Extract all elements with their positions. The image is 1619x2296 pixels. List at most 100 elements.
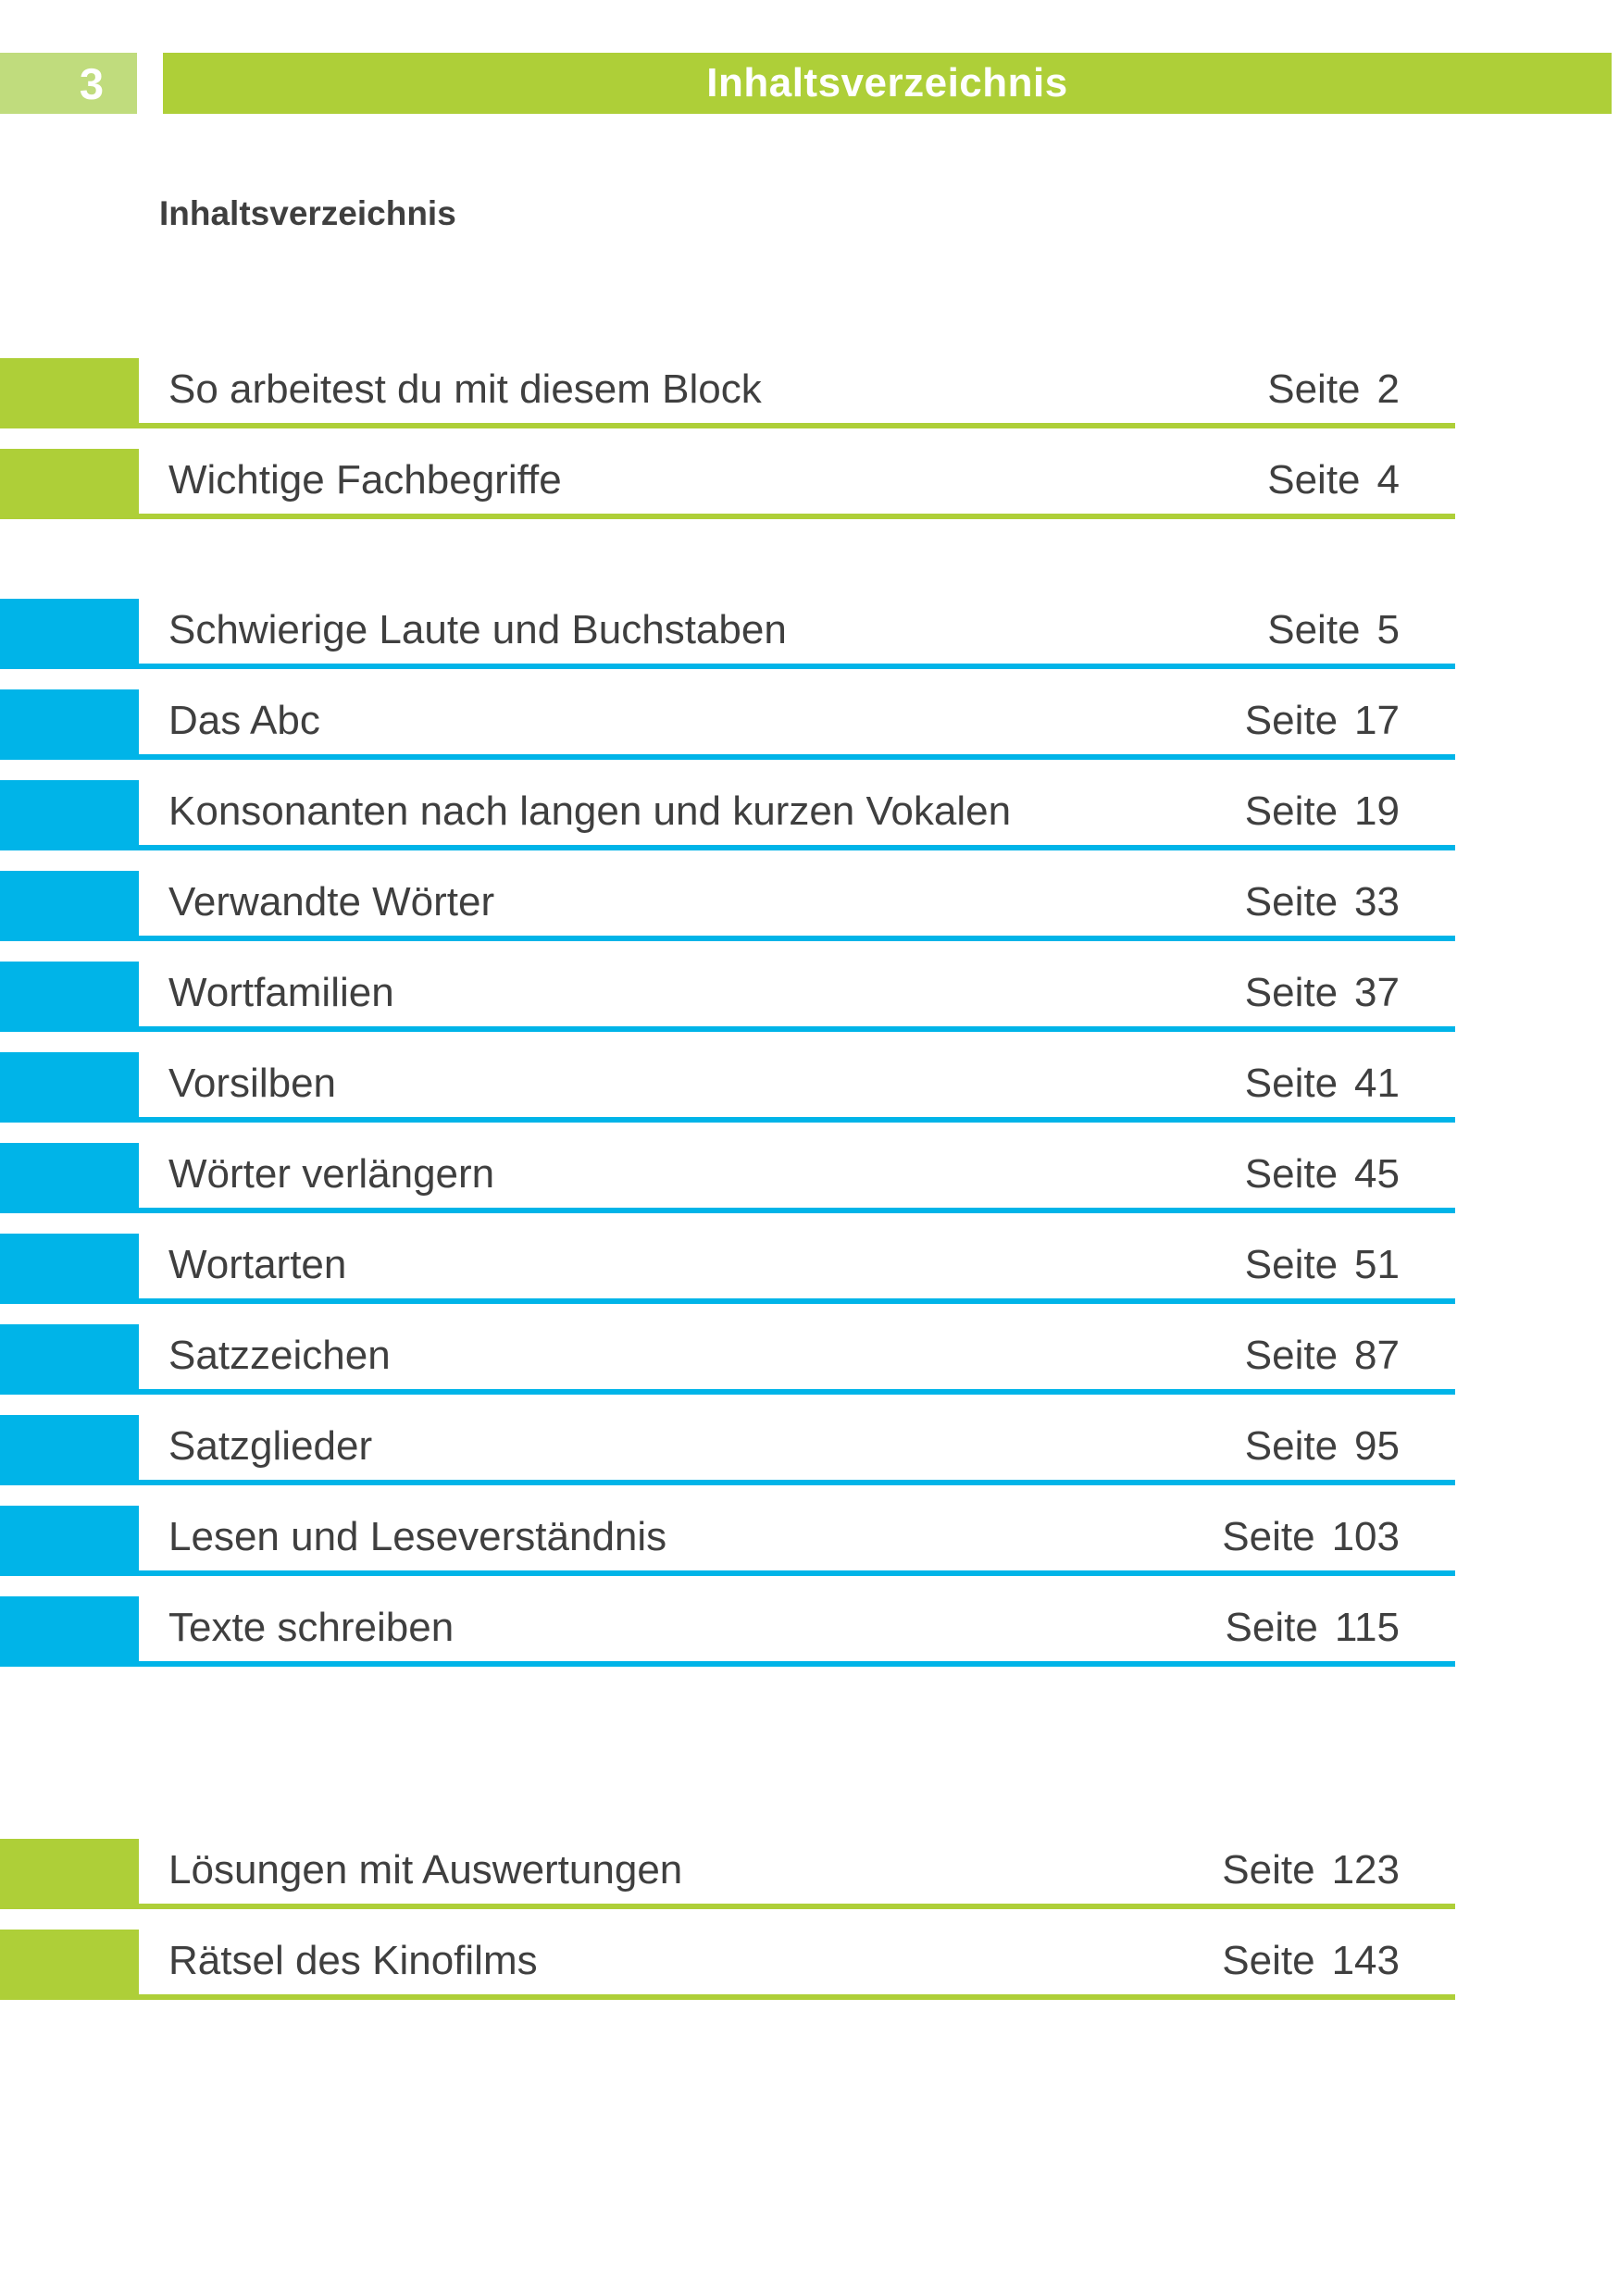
page-number-value: 17	[1354, 698, 1400, 743]
toc-entry-title: Wörter verlängern	[168, 1151, 495, 1197]
toc-entry-title: Satzzeichen	[168, 1333, 391, 1378]
toc-entry-title: Wortarten	[168, 1242, 347, 1287]
page-number-value: 37	[1354, 970, 1400, 1015]
section-color-marker	[0, 871, 139, 941]
toc-section: Schwierige Laute und Buchstaben Seite 5 …	[0, 578, 1619, 1667]
toc-row: Rätsel des Kinofilms Seite 143	[0, 1909, 1619, 2000]
toc-row: Texte schreiben Seite 115	[0, 1576, 1619, 1667]
page-number-value: 19	[1354, 788, 1400, 834]
toc-row: Konsonanten nach langen und kurzen Vokal…	[0, 760, 1619, 850]
underline-rule	[139, 423, 1455, 428]
page-number-value: 2	[1376, 366, 1400, 412]
section-color-marker	[0, 1930, 139, 2000]
page-word: Seite	[1244, 1151, 1339, 1197]
page-word: Seite	[1225, 1605, 1318, 1650]
page-number-value: 33	[1354, 879, 1400, 925]
toc-row: Vorsilben Seite 41	[0, 1032, 1619, 1123]
toc-entry-page: Seite 17	[1245, 698, 1400, 744]
section-color-marker	[0, 1234, 139, 1304]
page-word: Seite	[1244, 788, 1339, 834]
page-word: Seite	[1222, 1938, 1315, 1983]
toc-entry-title: Verwandte Wörter	[168, 879, 495, 925]
underline-rule	[139, 1570, 1455, 1576]
page-heading: Inhaltsverzeichnis	[159, 194, 456, 232]
underline-rule	[139, 754, 1455, 760]
underline-rule	[139, 1389, 1455, 1395]
toc-entry-title: Wichtige Fachbegriffe	[168, 457, 562, 503]
toc-entry-title: Rätsel des Kinofilms	[168, 1938, 538, 1983]
toc-entry-page: Seite 4	[1267, 457, 1400, 503]
toc-entry-page: Seite 103	[1222, 1514, 1400, 1560]
underline-rule	[139, 1904, 1455, 1909]
toc-entry-page: Seite 51	[1245, 1242, 1400, 1288]
toc-row: Schwierige Laute und Buchstaben Seite 5	[0, 578, 1619, 669]
section-color-marker	[0, 962, 139, 1032]
page-word: Seite	[1222, 1847, 1315, 1893]
toc-entry-title: Satzglieder	[168, 1423, 373, 1469]
underline-rule	[139, 664, 1455, 669]
page-number-value: 103	[1331, 1514, 1400, 1559]
page-word: Seite	[1267, 457, 1361, 503]
toc-entry-title: Lesen und Leseverständnis	[168, 1514, 667, 1559]
toc-row: Lesen und Leseverständnis Seite 103	[0, 1485, 1619, 1576]
toc-entry-title: Vorsilben	[168, 1061, 337, 1106]
page-word: Seite	[1244, 1061, 1339, 1106]
header-title: Inhaltsverzeichnis	[706, 60, 1068, 105]
page-word: Seite	[1244, 970, 1339, 1015]
page-word: Seite	[1244, 1333, 1339, 1378]
page-word: Seite	[1244, 879, 1339, 925]
page-number-value: 5	[1376, 607, 1400, 652]
section-color-marker	[0, 689, 139, 760]
toc-section: So arbeitest du mit diesem Block Seite 2…	[0, 338, 1619, 519]
toc-entry-title: Texte schreiben	[168, 1605, 455, 1650]
toc-entry-page: Seite 33	[1245, 879, 1400, 925]
page-number-value: 87	[1354, 1333, 1400, 1378]
underline-rule	[139, 1208, 1455, 1213]
page-word: Seite	[1244, 698, 1339, 743]
section-color-marker	[0, 1415, 139, 1485]
section-color-marker	[0, 358, 139, 428]
toc-entry-page: Seite 5	[1267, 607, 1400, 653]
toc-entry-title: Konsonanten nach langen und kurzen Vokal…	[168, 788, 1012, 834]
toc-row: Wichtige Fachbegriffe Seite 4	[0, 428, 1619, 519]
page-number-value: 41	[1354, 1061, 1400, 1106]
underline-rule	[139, 1026, 1455, 1032]
underline-rule	[139, 514, 1455, 519]
page-number-value: 4	[1376, 457, 1400, 503]
toc-row: Wortarten Seite 51	[0, 1213, 1619, 1304]
underline-rule	[139, 1117, 1455, 1123]
toc-entry-page: Seite 37	[1245, 970, 1400, 1016]
toc-row: Das Abc Seite 17	[0, 669, 1619, 760]
toc-entry-page: Seite 87	[1245, 1333, 1400, 1379]
toc-section: Lösungen mit Auswertungen Seite 123 Räts…	[0, 1818, 1619, 2000]
toc-entry-title: Schwierige Laute und Buchstaben	[168, 607, 787, 652]
toc-row: Verwandte Wörter Seite 33	[0, 850, 1619, 941]
underline-rule	[139, 936, 1455, 941]
section-color-marker	[0, 1052, 139, 1123]
toc-row: Satzzeichen Seite 87	[0, 1304, 1619, 1395]
toc-entry-page: Seite 115	[1226, 1605, 1400, 1651]
page-word: Seite	[1244, 1423, 1339, 1469]
page-word: Seite	[1244, 1242, 1339, 1287]
underline-rule	[139, 1661, 1455, 1667]
toc-entry-page: Seite 19	[1245, 788, 1400, 835]
page-number: 3	[79, 58, 104, 108]
section-color-marker	[0, 449, 139, 519]
toc-entry-title: Das Abc	[168, 698, 320, 743]
page-number-value: 115	[1334, 1605, 1400, 1650]
toc-entry-title: Lösungen mit Auswertungen	[168, 1847, 683, 1893]
page-number-value: 123	[1331, 1847, 1400, 1893]
underline-rule	[139, 845, 1455, 850]
toc-entry-page: Seite 41	[1245, 1061, 1400, 1107]
section-color-marker	[0, 1839, 139, 1909]
toc-entry-page: Seite 143	[1222, 1938, 1400, 1984]
toc-entry-page: Seite 2	[1267, 366, 1400, 413]
page-word: Seite	[1222, 1514, 1315, 1559]
section-color-marker	[0, 1143, 139, 1213]
toc-entry-page: Seite 45	[1245, 1151, 1400, 1198]
underline-rule	[139, 1480, 1455, 1485]
toc-row: Wörter verlängern Seite 45	[0, 1123, 1619, 1213]
header-bar: Inhaltsverzeichnis	[163, 53, 1612, 114]
page-word: Seite	[1267, 607, 1361, 652]
